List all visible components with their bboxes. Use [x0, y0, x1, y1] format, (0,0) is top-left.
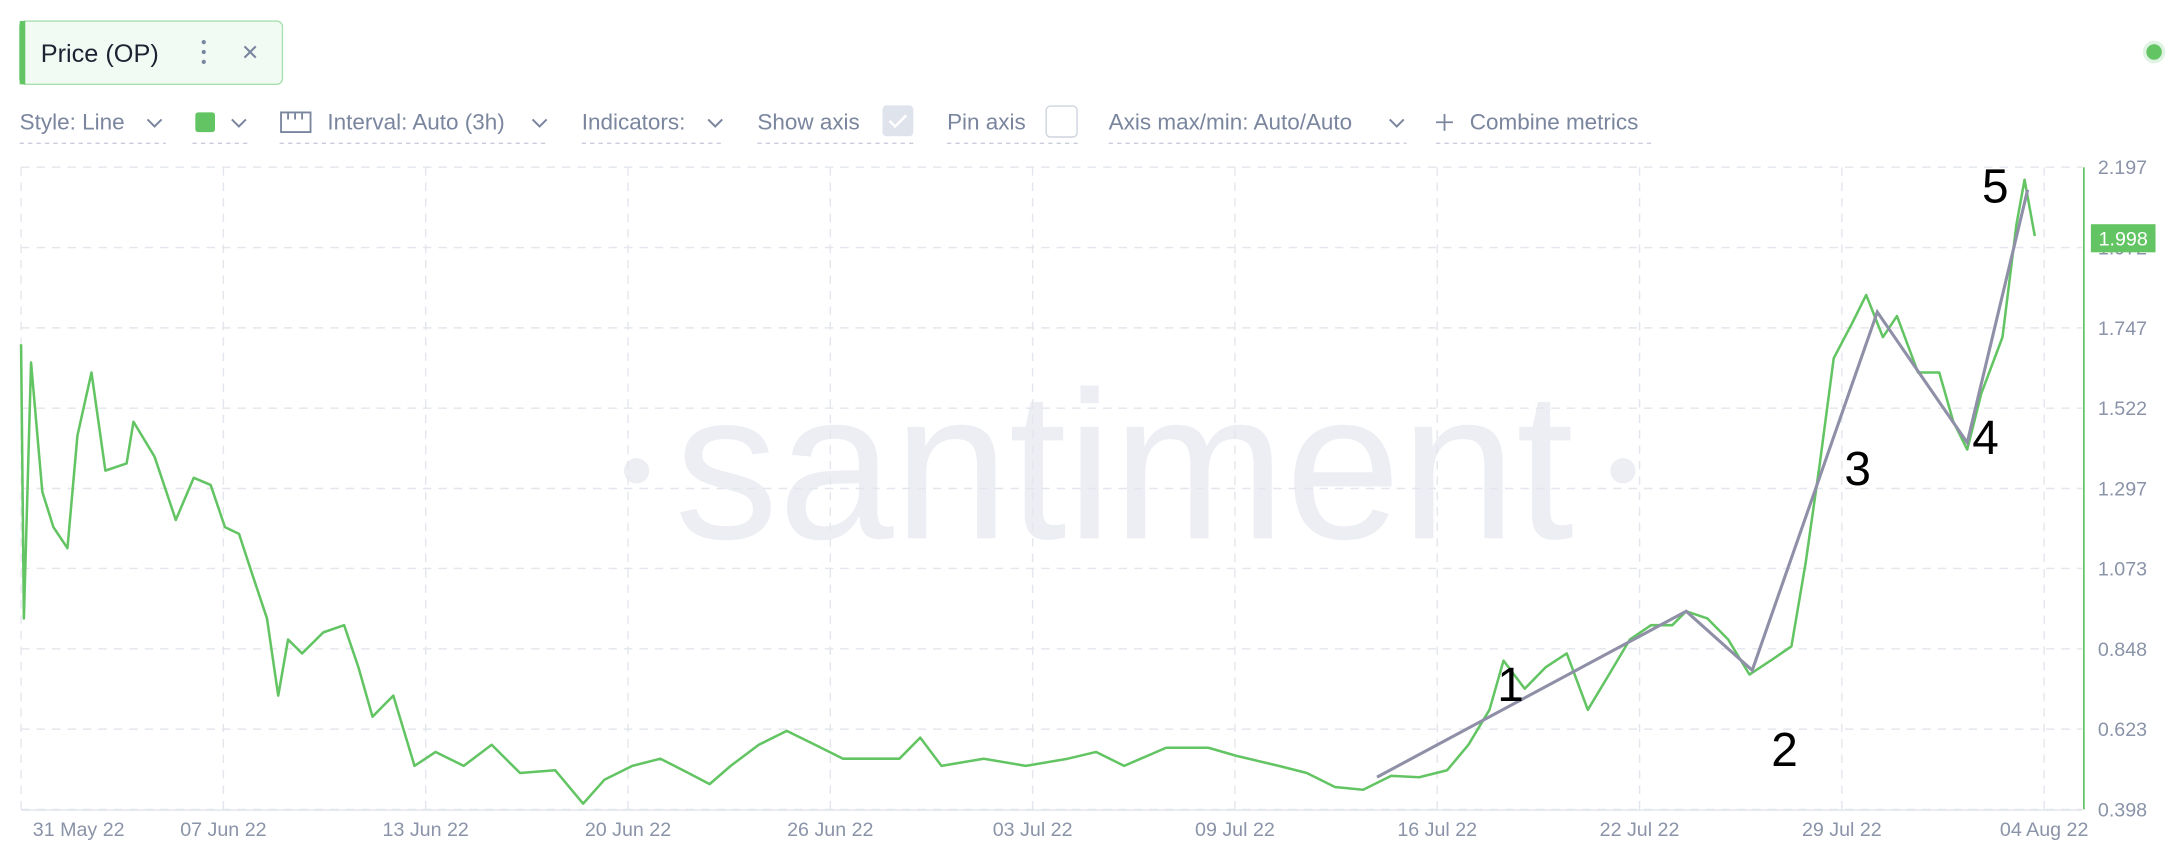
checkbox-checked[interactable] — [882, 105, 914, 137]
x-tick-label: 16 Jul 22 — [1397, 819, 1477, 841]
y-tick-label: 0.848 — [2098, 639, 2147, 661]
x-tick-label: 13 Jun 22 — [383, 819, 469, 841]
interval-icon — [280, 111, 312, 134]
y-tick-label: 1.073 — [2098, 558, 2147, 580]
pin-axis-toggle[interactable]: Pin axis — [947, 109, 1026, 134]
current-value-label: 1.998 — [2099, 228, 2148, 250]
wave-drawing — [1376, 189, 2030, 779]
x-tick-label: 26 Jun 22 — [787, 819, 873, 841]
x-tick-label: 22 Jul 22 — [1600, 819, 1680, 841]
watermark-dot — [623, 458, 650, 484]
combine-button[interactable]: Combine metrics — [1470, 109, 1639, 134]
chevron — [231, 118, 247, 128]
check-mark — [888, 114, 908, 129]
wave-label: 2 — [1771, 724, 1798, 777]
y-tick-label: 1.747 — [2098, 318, 2147, 340]
watermark-dot — [1610, 458, 1636, 484]
x-tick-label: 29 Jul 22 — [1802, 819, 1882, 841]
chevron — [1389, 118, 1405, 128]
menu-icon[interactable] — [201, 40, 206, 64]
color-swatch[interactable] — [195, 112, 215, 133]
tab-accent — [19, 21, 26, 85]
y-tick-label: 0.398 — [2098, 799, 2147, 821]
x-tick-label: 09 Jul 22 — [1195, 819, 1275, 841]
wave-label: 4 — [1972, 412, 1999, 465]
close-icon[interactable] — [243, 45, 257, 59]
x-tick-label: 03 Jul 22 — [993, 819, 1073, 841]
wave-label: 3 — [1844, 443, 1871, 496]
plot: santiment 0.398 0.623 0.848 1.073 1.297 1.522 1… — [19, 157, 2156, 841]
y-tick-label: 1.297 — [2098, 479, 2147, 501]
axis-range-select[interactable]: Axis max/min: Auto/Auto — [1109, 109, 1353, 134]
x-tick-label: 07 Jun 22 — [180, 819, 266, 841]
y-tick-label: 2.197 — [2098, 157, 2147, 179]
chevron — [531, 118, 548, 128]
style-select[interactable]: Style: Line — [20, 109, 125, 134]
show-axis-toggle[interactable]: Show axis — [757, 109, 859, 134]
watermark: santiment — [674, 347, 1573, 583]
chevron — [707, 118, 723, 128]
wave-label: 1 — [1497, 659, 1524, 712]
y-tick-label: 1.522 — [2098, 398, 2147, 420]
chevron — [146, 118, 163, 128]
status-dot — [2146, 44, 2162, 60]
price-line — [19, 178, 2037, 805]
plus-icon — [1436, 113, 1453, 131]
x-tick-label: 04 Aug 22 — [2000, 819, 2089, 841]
indicators-select[interactable]: Indicators: — [582, 109, 686, 134]
wave-label: 5 — [1982, 160, 2009, 213]
checkbox[interactable] — [1045, 105, 1078, 138]
toolbar: Style: Line Interval: Auto (3h) Indicato… — [19, 105, 1653, 145]
current-value-badge — [2090, 224, 2156, 253]
metric-name: Price (OP) — [41, 40, 159, 68]
interval-select[interactable]: Interval: Auto (3h) — [327, 109, 504, 134]
y-tick-label: 0.623 — [2098, 719, 2147, 741]
metric-tab[interactable]: Price (OP) — [18, 20, 284, 86]
x-tick-label: 31 May 22 — [33, 819, 125, 841]
x-tick-label: 20 Jun 22 — [585, 819, 671, 841]
